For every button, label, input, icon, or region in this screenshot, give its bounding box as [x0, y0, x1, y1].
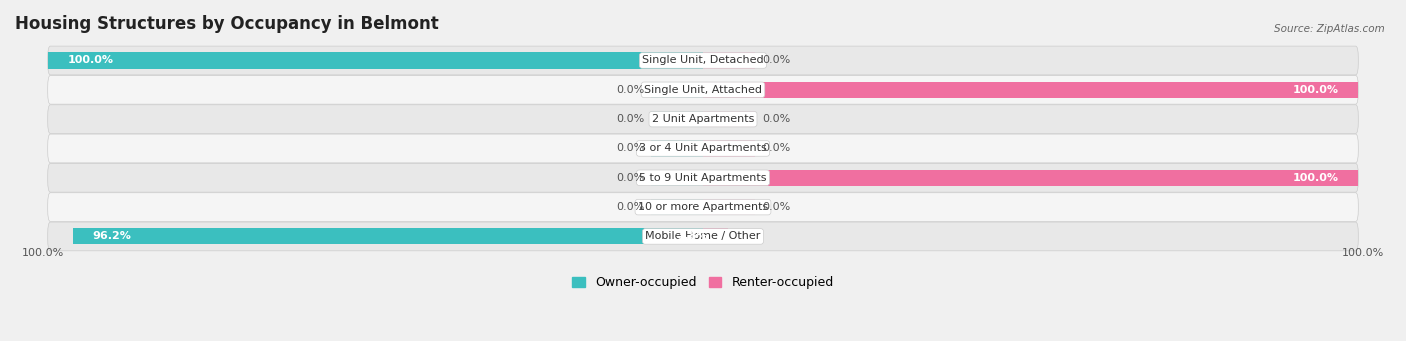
Text: 100.0%: 100.0%: [1343, 249, 1385, 258]
Bar: [703, 53, 755, 69]
Bar: [651, 111, 703, 127]
Bar: [703, 140, 755, 157]
Text: 2 Unit Apartments: 2 Unit Apartments: [652, 114, 754, 124]
Legend: Owner-occupied, Renter-occupied: Owner-occupied, Renter-occupied: [568, 271, 838, 294]
FancyBboxPatch shape: [48, 105, 1358, 133]
Text: 0.0%: 0.0%: [616, 114, 644, 124]
Text: 0.0%: 0.0%: [762, 144, 790, 153]
Text: Housing Structures by Occupancy in Belmont: Housing Structures by Occupancy in Belmo…: [15, 15, 439, 33]
FancyBboxPatch shape: [48, 75, 1358, 104]
Text: 100.0%: 100.0%: [21, 249, 63, 258]
Text: 0.0%: 0.0%: [762, 202, 790, 212]
Bar: [651, 140, 703, 157]
Text: Mobile Home / Other: Mobile Home / Other: [645, 232, 761, 241]
Text: 100.0%: 100.0%: [1292, 85, 1339, 95]
Bar: [703, 111, 755, 127]
Text: 0.0%: 0.0%: [616, 85, 644, 95]
Text: 0.0%: 0.0%: [616, 144, 644, 153]
FancyBboxPatch shape: [48, 134, 1358, 163]
Bar: [651, 170, 703, 186]
Text: 96.2%: 96.2%: [93, 232, 131, 241]
Text: 5 to 9 Unit Apartments: 5 to 9 Unit Apartments: [640, 173, 766, 183]
Text: Source: ZipAtlas.com: Source: ZipAtlas.com: [1274, 24, 1385, 34]
Text: 0.0%: 0.0%: [616, 173, 644, 183]
Text: 100.0%: 100.0%: [1292, 173, 1339, 183]
Bar: [703, 170, 1358, 186]
Bar: [48, 53, 703, 69]
Bar: [703, 199, 755, 215]
Text: Single Unit, Detached: Single Unit, Detached: [643, 56, 763, 65]
Bar: [703, 228, 728, 244]
Text: 3.8%: 3.8%: [678, 232, 709, 241]
Text: 100.0%: 100.0%: [67, 56, 114, 65]
Text: Single Unit, Attached: Single Unit, Attached: [644, 85, 762, 95]
FancyBboxPatch shape: [48, 163, 1358, 192]
Bar: [703, 82, 1358, 98]
Bar: [73, 228, 703, 244]
FancyBboxPatch shape: [48, 46, 1358, 75]
Text: 0.0%: 0.0%: [762, 114, 790, 124]
Text: 0.0%: 0.0%: [616, 202, 644, 212]
FancyBboxPatch shape: [48, 193, 1358, 221]
Bar: [651, 199, 703, 215]
Text: 3 or 4 Unit Apartments: 3 or 4 Unit Apartments: [640, 144, 766, 153]
FancyBboxPatch shape: [48, 222, 1358, 251]
Bar: [651, 82, 703, 98]
Text: 0.0%: 0.0%: [762, 56, 790, 65]
Text: 10 or more Apartments: 10 or more Apartments: [638, 202, 768, 212]
